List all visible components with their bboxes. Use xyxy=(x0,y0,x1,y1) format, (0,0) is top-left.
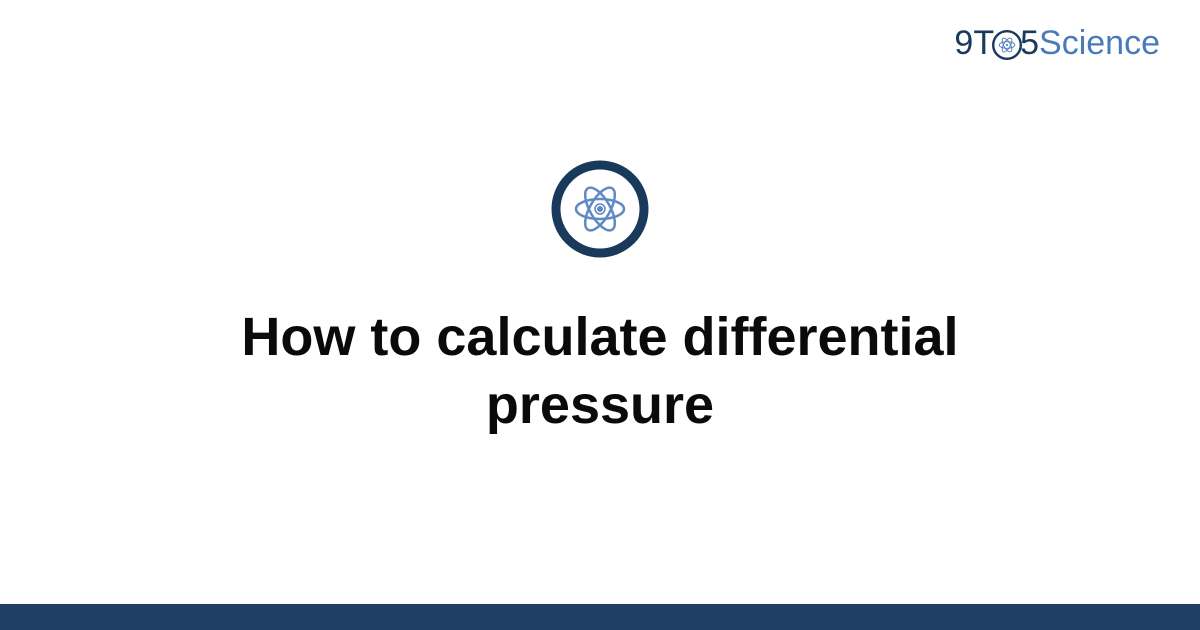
atom-icon xyxy=(550,159,650,264)
hero-section: How to calculate differential pressure xyxy=(0,0,1200,598)
page-title: How to calculate differential pressure xyxy=(150,304,1050,439)
footer-bar xyxy=(0,604,1200,630)
